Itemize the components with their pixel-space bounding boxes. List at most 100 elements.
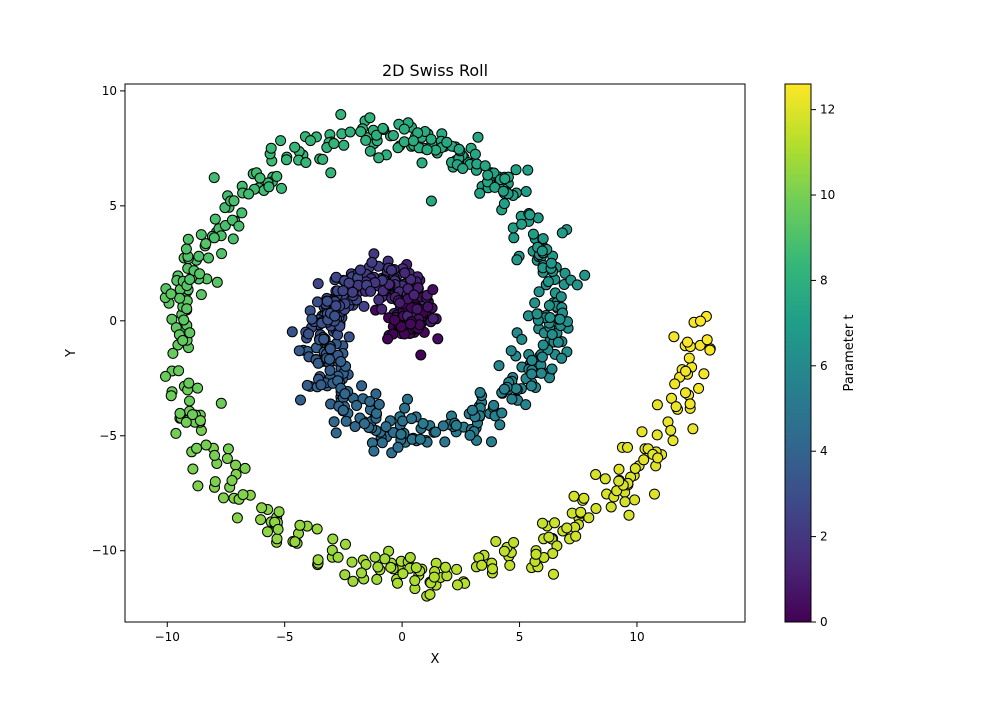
data-point xyxy=(321,295,333,307)
data-point xyxy=(300,157,312,168)
data-point xyxy=(160,370,171,382)
data-point xyxy=(613,463,625,475)
data-point xyxy=(358,300,370,312)
data-point xyxy=(236,207,248,219)
data-point xyxy=(339,388,351,400)
data-point xyxy=(182,233,194,245)
data-point xyxy=(346,556,358,568)
data-point xyxy=(704,344,716,356)
data-point xyxy=(256,502,268,514)
data-point xyxy=(218,492,229,504)
data-point xyxy=(239,462,251,474)
data-point xyxy=(165,288,177,300)
data-point xyxy=(281,154,292,166)
data-point xyxy=(356,380,368,392)
data-point xyxy=(293,345,305,357)
data-point xyxy=(386,264,397,276)
data-point xyxy=(395,428,407,440)
data-point xyxy=(547,548,559,559)
x-tick-label: 10 xyxy=(629,630,644,644)
x-tick-label: 0 xyxy=(398,630,406,644)
data-point xyxy=(209,449,221,461)
data-point xyxy=(464,429,476,441)
data-point xyxy=(276,182,287,194)
data-point xyxy=(579,269,591,281)
data-point xyxy=(496,407,508,419)
data-point xyxy=(262,526,273,538)
data-point xyxy=(498,198,510,210)
data-point xyxy=(410,562,422,574)
data-point xyxy=(453,143,465,155)
data-point xyxy=(665,424,677,436)
x-tick-label: −10 xyxy=(155,630,180,644)
data-point xyxy=(380,421,392,433)
data-point xyxy=(511,254,523,266)
data-point xyxy=(524,209,536,221)
data-point xyxy=(382,333,394,345)
data-point xyxy=(355,126,367,138)
data-point xyxy=(254,172,266,184)
data-point xyxy=(211,276,223,288)
data-point xyxy=(510,383,522,395)
data-point xyxy=(167,347,179,359)
data-point xyxy=(347,575,359,587)
data-point xyxy=(556,352,568,364)
data-point xyxy=(191,442,203,454)
data-point xyxy=(535,367,547,379)
data-point xyxy=(332,551,344,563)
data-point xyxy=(548,568,559,580)
data-point xyxy=(494,419,506,431)
data-point xyxy=(389,314,401,326)
data-point xyxy=(317,153,329,165)
data-point xyxy=(636,426,648,438)
data-point xyxy=(371,129,382,141)
data-point xyxy=(556,227,568,239)
data-point xyxy=(536,245,548,257)
data-point xyxy=(490,536,502,547)
data-point xyxy=(666,392,677,404)
data-point xyxy=(698,368,710,380)
data-point xyxy=(505,345,517,357)
data-point xyxy=(324,364,336,376)
data-point xyxy=(330,300,342,312)
data-point xyxy=(543,300,555,311)
data-point xyxy=(360,559,372,570)
data-point xyxy=(275,135,287,147)
data-point xyxy=(326,544,338,556)
data-point xyxy=(177,335,189,346)
data-point xyxy=(472,131,484,143)
y-tick-label: −5 xyxy=(99,429,117,443)
data-point xyxy=(533,286,545,298)
data-point xyxy=(271,533,283,545)
data-point xyxy=(414,433,426,445)
data-point xyxy=(286,326,298,338)
y-axis-label: Y xyxy=(64,349,79,358)
data-point xyxy=(203,252,214,264)
colorbar-ticks: 0 2 4 6 8 10 12 xyxy=(811,103,835,629)
data-point xyxy=(301,379,313,391)
data-point xyxy=(364,145,376,157)
data-point xyxy=(372,561,384,573)
data-point xyxy=(376,437,388,449)
data-point xyxy=(195,229,207,241)
data-point xyxy=(306,313,318,325)
data-point xyxy=(184,274,196,285)
plot-frame xyxy=(124,83,746,623)
data-point xyxy=(194,268,206,280)
data-point xyxy=(200,439,212,451)
data-point xyxy=(525,380,537,392)
data-point xyxy=(531,308,543,320)
data-point xyxy=(561,522,573,534)
data-point xyxy=(430,426,442,438)
data-point xyxy=(354,264,366,276)
data-point xyxy=(170,427,182,439)
data-point xyxy=(701,334,713,346)
data-point xyxy=(555,291,567,303)
data-point xyxy=(424,589,436,600)
data-point xyxy=(651,429,663,441)
data-point xyxy=(187,409,198,421)
data-point xyxy=(392,441,404,453)
y-axis-ticks: −10 −5 0 5 10 xyxy=(92,84,125,558)
data-point xyxy=(537,233,549,245)
